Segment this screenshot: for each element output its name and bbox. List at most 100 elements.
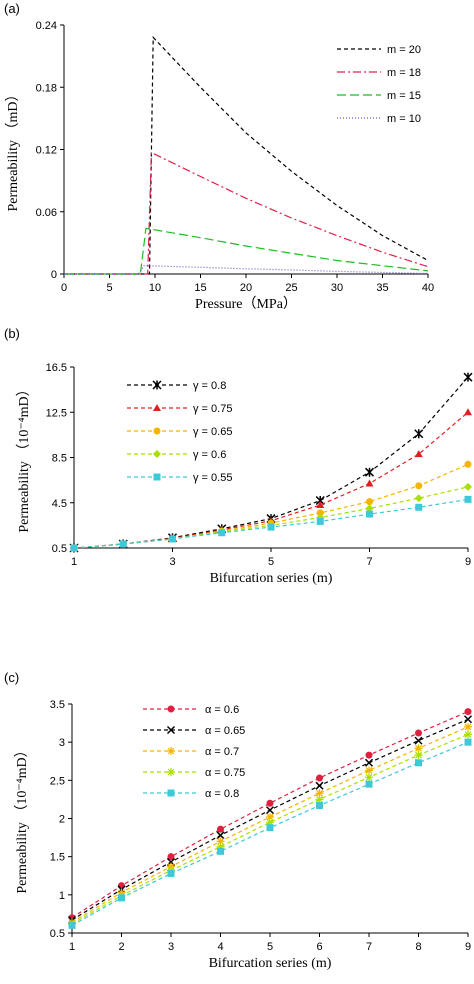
y-tick-label: 4.5 bbox=[52, 498, 67, 510]
data-point bbox=[169, 535, 176, 543]
y-tick-label: 1.5 bbox=[50, 852, 65, 864]
x-tick-label: 9 bbox=[465, 941, 471, 953]
data-point bbox=[464, 730, 472, 739]
x-tick-label: 9 bbox=[465, 556, 471, 568]
data-point bbox=[463, 372, 473, 382]
legend-marker bbox=[167, 747, 175, 755]
data-point bbox=[414, 494, 423, 503]
y-tick-label: 0.24 bbox=[36, 20, 57, 32]
legend-entry: γ = 0.8 bbox=[127, 380, 226, 392]
data-point bbox=[119, 540, 127, 548]
series-0 bbox=[64, 35, 429, 275]
series-4 bbox=[70, 495, 472, 552]
data-point bbox=[218, 529, 226, 537]
data-point bbox=[365, 479, 374, 487]
chart-panel-a: (a) 0 5 10 15 20 25 30 35 40 0 0.06 0.12 0.18 0.24 Pres… bbox=[0, 0, 474, 325]
legend-label: m = 15 bbox=[387, 90, 421, 102]
data-point bbox=[414, 429, 424, 439]
data-point bbox=[415, 503, 423, 511]
x-axis-label: Bifurcation series (m) bbox=[209, 956, 332, 971]
data-point bbox=[464, 408, 472, 416]
data-point bbox=[316, 774, 323, 782]
legend-marker bbox=[167, 705, 175, 713]
x-tick-label: 1 bbox=[69, 941, 75, 953]
legend-label: γ = 0.6 bbox=[193, 449, 226, 461]
legend-label: α = 0.7 bbox=[205, 746, 239, 758]
legend-entry: m = 10 bbox=[337, 113, 421, 125]
x-tick-label: 2 bbox=[118, 941, 124, 953]
y-tick-label: 0.12 bbox=[36, 145, 57, 157]
data-point bbox=[167, 853, 175, 861]
data-point bbox=[265, 806, 275, 815]
series-line bbox=[71, 733, 469, 925]
legend-label: m = 10 bbox=[387, 113, 421, 125]
y-tick-label: 3.5 bbox=[50, 699, 65, 711]
data-point bbox=[266, 824, 274, 832]
data-point bbox=[315, 789, 324, 798]
legend-label: α = 0.65 bbox=[205, 725, 245, 737]
data-point bbox=[464, 460, 472, 468]
data-point bbox=[365, 773, 373, 782]
legend-label: α = 0.6 bbox=[205, 704, 239, 716]
x-tick-label: 3 bbox=[169, 556, 175, 568]
legend-marker bbox=[153, 450, 161, 458]
legend-label: α = 0.8 bbox=[205, 788, 239, 800]
data-point bbox=[464, 495, 472, 503]
y-tick-label: 0.06 bbox=[36, 207, 57, 219]
data-point bbox=[216, 831, 225, 840]
legend-label: α = 0.75 bbox=[205, 767, 245, 779]
data-point bbox=[415, 759, 422, 767]
x-tick-label: 30 bbox=[331, 282, 343, 294]
y-axis-label: Permeability （10⁻⁴mD） bbox=[16, 382, 32, 532]
x-tick-label: 6 bbox=[316, 941, 322, 953]
y-tick-label: 0.5 bbox=[50, 928, 65, 940]
data-point bbox=[463, 715, 473, 724]
series-line bbox=[64, 265, 429, 275]
data-point bbox=[464, 722, 472, 731]
data-point bbox=[70, 544, 78, 552]
data-point bbox=[414, 744, 423, 753]
x-tick-label: 5 bbox=[106, 282, 112, 294]
series-4 bbox=[68, 738, 472, 929]
legend-entry: m = 18 bbox=[337, 67, 421, 79]
legend-label: γ = 0.55 bbox=[193, 472, 232, 484]
x-tick-label: 5 bbox=[267, 941, 273, 953]
x-tick-label: 0 bbox=[61, 282, 67, 294]
y-tick-label: 8.5 bbox=[52, 453, 67, 465]
data-point bbox=[216, 837, 225, 846]
data-point bbox=[415, 482, 423, 490]
data-point bbox=[415, 729, 422, 737]
data-point bbox=[217, 825, 224, 833]
series-2 bbox=[64, 227, 429, 275]
series-1 bbox=[67, 715, 473, 925]
data-point bbox=[366, 510, 373, 518]
data-point bbox=[464, 708, 472, 716]
legend-entry: α = 0.6 bbox=[143, 704, 239, 716]
x-tick-label: 8 bbox=[415, 941, 421, 953]
y-tick-label: 3 bbox=[59, 737, 65, 749]
legend-entry: γ = 0.55 bbox=[127, 472, 232, 484]
data-point bbox=[316, 802, 323, 810]
chart-panel-b: (b) 1 3 5 7 9 0.5 4.5 8.5 12.5 16.5 Bifurcation ser… bbox=[0, 325, 474, 670]
x-tick-label: 15 bbox=[194, 282, 206, 294]
legend-label: m = 18 bbox=[387, 67, 421, 79]
x-tick-label: 35 bbox=[376, 282, 388, 294]
data-point bbox=[364, 758, 374, 767]
legend-entry: m = 15 bbox=[337, 90, 421, 102]
legend-label: γ = 0.8 bbox=[193, 380, 226, 392]
x-tick-label: 10 bbox=[149, 282, 161, 294]
data-point bbox=[316, 501, 325, 509]
legend-marker bbox=[153, 427, 161, 435]
x-tick-label: 25 bbox=[285, 282, 297, 294]
panel-label: (c) bbox=[4, 670, 19, 685]
legend-label: γ = 0.65 bbox=[193, 426, 232, 438]
y-tick-label: 16.5 bbox=[46, 362, 67, 374]
data-point bbox=[365, 766, 373, 775]
series-3 bbox=[64, 265, 429, 275]
x-tick-label: 5 bbox=[268, 556, 274, 568]
panel-label: (a) bbox=[4, 1, 20, 16]
data-point bbox=[68, 921, 76, 929]
data-point bbox=[365, 751, 373, 759]
legend-entry: γ = 0.6 bbox=[127, 449, 226, 461]
data-point bbox=[316, 509, 324, 517]
